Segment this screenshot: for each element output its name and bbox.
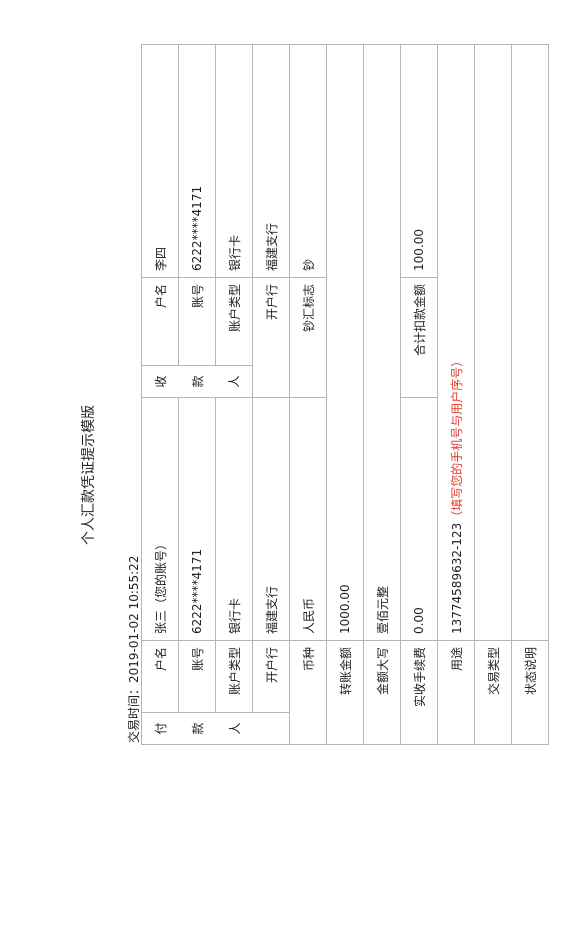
payer-account-label: 账号 (178, 640, 216, 713)
payee-bank-value: 福建支行 (252, 44, 290, 278)
table-row: 金额大写 壹佰元整 (363, 44, 401, 745)
amount-words-value: 壹佰元整 (363, 44, 401, 641)
payee-side-label-3: 人 (215, 365, 253, 398)
payer-account-value: 6222****4171 (178, 397, 216, 641)
payee-side-label-1: 收 (141, 365, 179, 398)
payee-account-label: 账号 (178, 277, 216, 366)
payer-side-label-2: 款 (178, 712, 216, 745)
payer-side-spacer (252, 712, 290, 745)
purpose-value: 13774589632-123 (449, 522, 464, 634)
total-label: 合计扣款金额 (400, 277, 438, 398)
amount-label: 转账金额 (326, 640, 364, 745)
cash-flag-value: 钞 (289, 44, 327, 278)
voucher-table: 付 户名 张三（您的账号） 收 户名 李四 款 账号 6222****4171 … (141, 44, 549, 745)
status-value (511, 44, 549, 641)
fee-value: 0.00 (400, 397, 438, 641)
table-row: 币种 人民币 钞汇标志 钞 (289, 44, 327, 745)
status-label: 状态说明 (511, 640, 549, 745)
fee-label: 实收手续费 (400, 640, 438, 745)
payer-account-type-label: 账户类型 (215, 640, 253, 713)
currency-label: 币种 (289, 640, 327, 745)
table-row: 款 账号 6222****4171 款 账号 6222****4171 (178, 44, 216, 745)
table-row: 用途 13774589632-123（填写您的手机号与用户序号） (437, 44, 475, 745)
document-title: 个人汇款凭证提示模版 (81, 405, 97, 545)
payee-bank-label: 开户行 (252, 277, 290, 398)
cash-flag-label: 钞汇标志 (289, 277, 327, 398)
payer-bank-value: 福建支行 (252, 397, 290, 641)
payer-account-type-value: 银行卡 (215, 397, 253, 641)
payee-account-type-label: 账户类型 (215, 277, 253, 366)
amount-words-label: 金额大写 (363, 640, 401, 745)
table-row: 实收手续费 0.00 合计扣款金额 100.00 (400, 44, 438, 745)
table-row: 人 账户类型 银行卡 人 账户类型 银行卡 (215, 44, 253, 745)
payee-account-value: 6222****4171 (178, 44, 216, 278)
table-row: 状态说明 (511, 44, 549, 745)
payer-side-label-1: 付 (141, 712, 179, 745)
tx-type-value (474, 44, 512, 641)
table-row: 转账金额 1000.00 (326, 44, 364, 745)
table-row: 交易类型 (474, 44, 512, 745)
payee-side-label-2: 款 (178, 365, 216, 398)
payer-side-label-3: 人 (215, 712, 253, 745)
transaction-time: 交易时间：2019-01-02 10:55:22 (127, 555, 141, 743)
payee-name-value: 李四 (141, 44, 179, 278)
payer-name-label: 户名 (141, 640, 179, 713)
purpose-label: 用途 (437, 640, 475, 745)
total-value: 100.00 (400, 44, 438, 278)
table-row: 付 户名 张三（您的账号） 收 户名 李四 (141, 44, 179, 745)
purpose-cell: 13774589632-123（填写您的手机号与用户序号） (437, 44, 475, 641)
payer-name-value: 张三（您的账号） (141, 397, 179, 641)
payee-name-label: 户名 (141, 277, 179, 366)
tx-type-label: 交易类型 (474, 640, 512, 745)
table-row: 开户行 福建支行 开户行 福建支行 (252, 44, 290, 745)
payer-bank-label: 开户行 (252, 640, 290, 713)
purpose-note: （填写您的手机号与用户序号） (449, 354, 464, 523)
payee-account-type-value: 银行卡 (215, 44, 253, 278)
currency-value: 人民币 (289, 397, 327, 641)
amount-value: 1000.00 (326, 44, 364, 641)
